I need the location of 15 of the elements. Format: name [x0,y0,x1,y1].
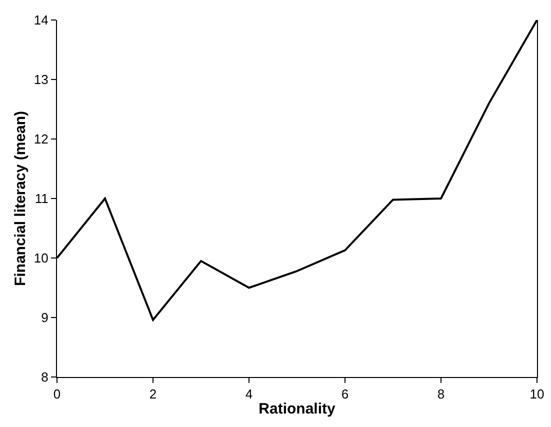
y-axis-title: Financial literacy (mean) [12,110,30,286]
x-tick-label: 4 [245,386,253,402]
x-tick-label: 2 [149,386,157,402]
y-tick-label: 11 [34,191,48,206]
x-tick-label: 8 [437,386,445,402]
x-tick-label: 0 [53,386,61,402]
x-tick-label: 6 [341,386,349,402]
y-tick-label: 9 [41,310,48,326]
y-tick-label: 14 [34,12,48,28]
y-tick-label: 13 [34,72,48,88]
x-axis-title: Rationality [258,400,336,418]
y-tick-label: 10 [34,250,48,266]
y-tick-label: 12 [34,132,48,147]
y-tick-label: 8 [41,370,48,385]
x-tick-label: 10 [530,386,544,402]
